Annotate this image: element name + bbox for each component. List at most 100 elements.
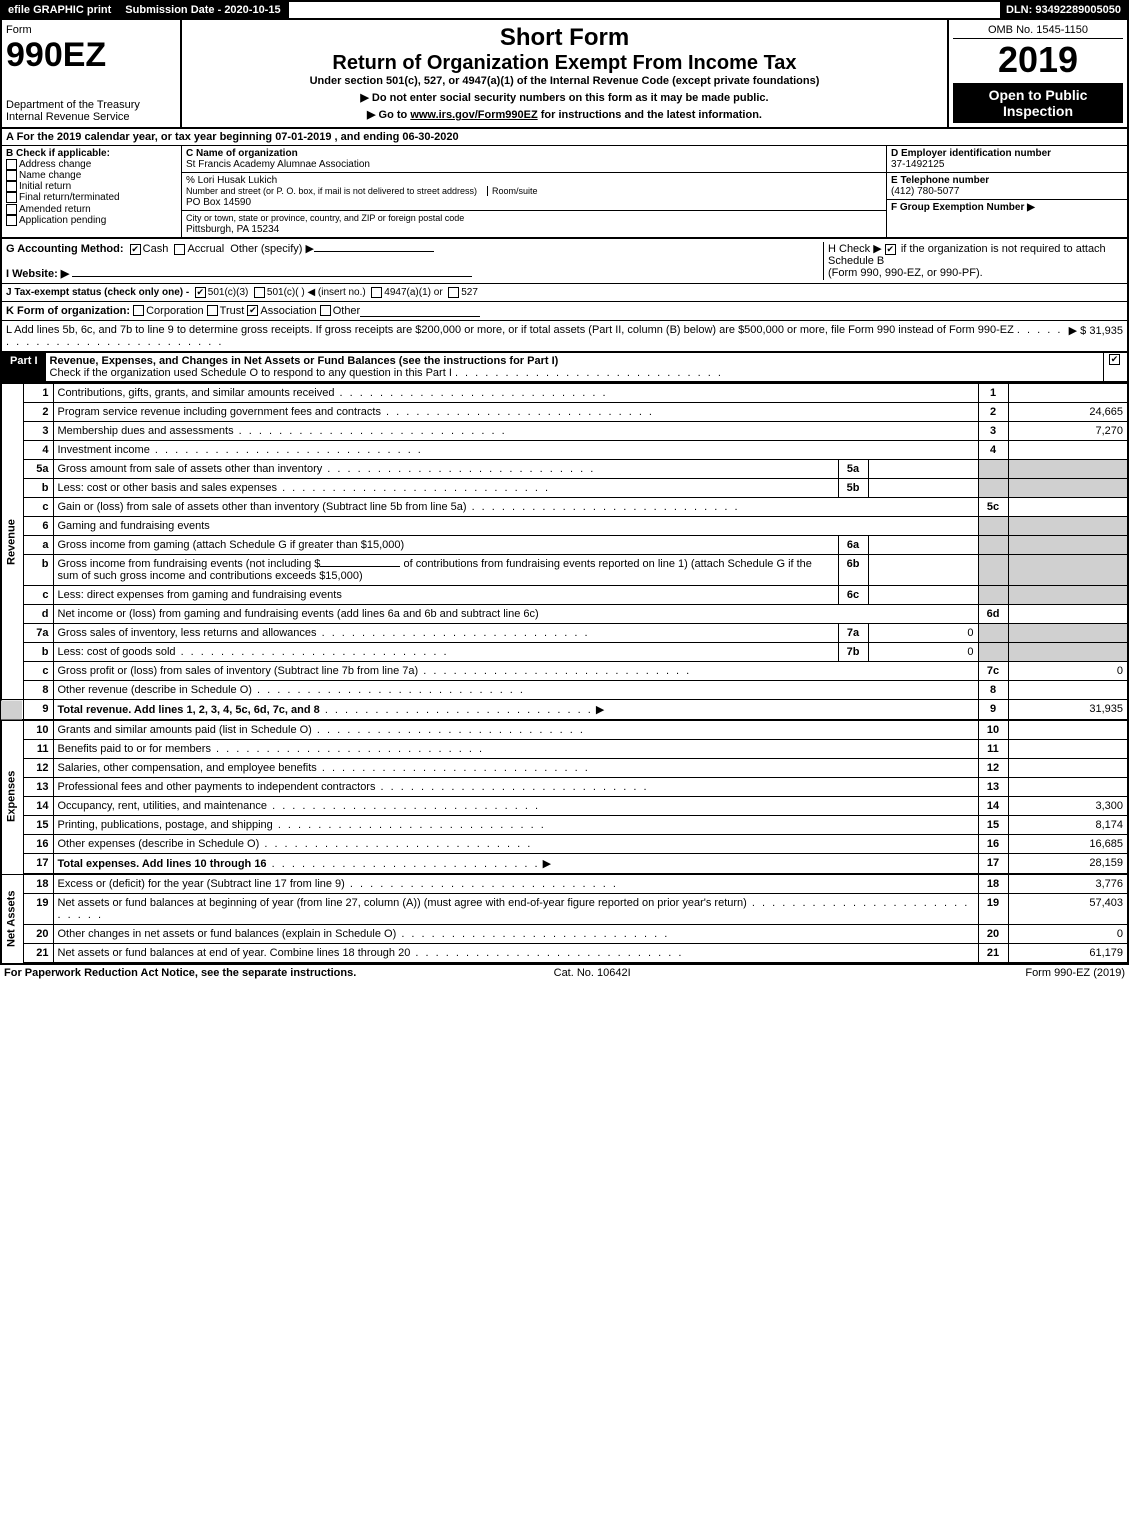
- form-word: Form: [6, 24, 176, 36]
- line-5b: Less: cost or other basis and sales expe…: [58, 482, 278, 494]
- dept-treasury: Department of the Treasury: [6, 99, 176, 111]
- line-2: Program service revenue including govern…: [58, 406, 381, 418]
- line-19: Net assets or fund balances at beginning…: [58, 897, 747, 909]
- line-7b: Less: cost of goods sold: [58, 646, 176, 658]
- j-501c3: 501(c)(3): [208, 287, 249, 298]
- line-16: Other expenses (describe in Schedule O): [58, 838, 260, 850]
- chk-sched-b[interactable]: [885, 244, 896, 255]
- k-corp: Corporation: [146, 305, 203, 317]
- line-a-tax-year: A For the 2019 calendar year, or tax yea…: [0, 129, 1129, 146]
- return-title: Return of Organization Exempt From Incom…: [186, 52, 943, 75]
- col-b-header: B Check if applicable:: [6, 148, 110, 159]
- goto-line: ▶ Go to www.irs.gov/Form990EZ for instru…: [186, 108, 943, 121]
- line-14: Occupancy, rent, utilities, and maintena…: [58, 800, 268, 812]
- line-12: Salaries, other compensation, and employ…: [58, 762, 317, 774]
- line-18: Excess or (deficit) for the year (Subtra…: [58, 878, 345, 890]
- chk-501c[interactable]: [254, 287, 265, 298]
- ein-value: 37-1492125: [891, 159, 944, 170]
- chk-name-change[interactable]: Name change: [6, 170, 177, 181]
- val-16: 16,685: [1008, 835, 1128, 854]
- room-label: Room/suite: [487, 186, 538, 196]
- cat-no: Cat. No. 10642I: [554, 967, 631, 979]
- val-9: 31,935: [1008, 700, 1128, 721]
- row-l: L Add lines 5b, 6c, and 7b to line 9 to …: [0, 321, 1129, 353]
- row-k: K Form of organization: Corporation Trus…: [0, 302, 1129, 321]
- line-3: Membership dues and assessments: [58, 425, 234, 437]
- row-h: H Check ▶ if the organization is not req…: [823, 242, 1123, 280]
- chk-corp[interactable]: [133, 305, 144, 316]
- chk-accrual[interactable]: [174, 244, 185, 255]
- j-label: J Tax-exempt status (check only one) -: [6, 287, 189, 298]
- city-label: City or town, state or province, country…: [186, 213, 464, 223]
- dln: DLN: 93492289005050: [1000, 2, 1127, 18]
- val-19: 57,403: [1008, 894, 1128, 925]
- val-21: 61,179: [1008, 944, 1128, 964]
- val-2: 24,665: [1008, 403, 1128, 422]
- val-3: 7,270: [1008, 422, 1128, 441]
- val-18: 3,776: [1008, 874, 1128, 894]
- website-label: I Website: ▶: [6, 268, 69, 280]
- k-assoc: Association: [260, 305, 316, 317]
- val-20: 0: [1008, 925, 1128, 944]
- info-grid: B Check if applicable: Address change Na…: [0, 146, 1129, 239]
- j-4947: 4947(a)(1) or: [384, 287, 442, 298]
- line-17: Total expenses. Add lines 10 through 16: [58, 858, 267, 870]
- line-4: Investment income: [58, 444, 150, 456]
- ssn-warning: ▶ Do not enter social security numbers o…: [186, 91, 943, 104]
- chk-501c3[interactable]: [195, 287, 206, 298]
- chk-application-pending[interactable]: Application pending: [6, 215, 177, 226]
- h-post2: (Form 990, 990-EZ, or 990-PF).: [828, 267, 983, 279]
- chk-cash[interactable]: [130, 244, 141, 255]
- line-20: Other changes in net assets or fund bala…: [58, 928, 397, 940]
- street-address: PO Box 14590: [186, 197, 251, 208]
- j-501c: 501(c)( ) ◀ (insert no.): [267, 287, 366, 298]
- line-8: Other revenue (describe in Schedule O): [58, 684, 252, 696]
- care-of: % Lori Husak Lukich: [186, 175, 277, 186]
- chk-initial-return[interactable]: Initial return: [6, 181, 177, 192]
- revenue-table: Revenue 1Contributions, gifts, grants, a…: [0, 383, 1129, 964]
- chk-final-return[interactable]: Final return/terminated: [6, 192, 177, 203]
- part-i-badge: Part I: [2, 353, 46, 381]
- l-amount: ▶ $ 31,935: [1069, 324, 1123, 348]
- other-label: Other (specify) ▶: [230, 243, 314, 255]
- col-c-org-info: C Name of organization St Francis Academ…: [182, 146, 887, 237]
- efile-print[interactable]: efile GRAPHIC print: [2, 2, 119, 18]
- row-j: J Tax-exempt status (check only one) - 5…: [0, 284, 1129, 302]
- val-7a: 0: [868, 624, 978, 643]
- chk-amended-return[interactable]: Amended return: [6, 204, 177, 215]
- val-7c: 0: [1008, 662, 1128, 681]
- line-21: Net assets or fund balances at end of ye…: [58, 947, 411, 959]
- chk-assoc[interactable]: [247, 305, 258, 316]
- side-expenses: Expenses: [1, 720, 23, 874]
- name-label: C Name of organization: [186, 148, 298, 159]
- line-10: Grants and similar amounts paid (list in…: [58, 724, 312, 736]
- val-14: 3,300: [1008, 797, 1128, 816]
- chk-address-change[interactable]: Address change: [6, 159, 177, 170]
- line-9: Total revenue. Add lines 1, 2, 3, 4, 5c,…: [58, 704, 320, 716]
- side-revenue: Revenue: [1, 384, 23, 700]
- chk-other-org[interactable]: [320, 305, 331, 316]
- row-g-h: G Accounting Method: Cash Accrual Other …: [0, 239, 1129, 284]
- short-form-title: Short Form: [186, 24, 943, 52]
- part-i-check-text: Check if the organization used Schedule …: [50, 367, 452, 379]
- chk-trust[interactable]: [207, 305, 218, 316]
- line-7a: Gross sales of inventory, less returns a…: [58, 627, 317, 639]
- tel-value: (412) 780-5077: [891, 186, 959, 197]
- part-i-title: Revenue, Expenses, and Changes in Net As…: [50, 355, 559, 367]
- line-5c: Gain or (loss) from sale of assets other…: [58, 501, 467, 513]
- chk-527[interactable]: [448, 287, 459, 298]
- line-11: Benefits paid to or for members: [58, 743, 211, 755]
- line-5a: Gross amount from sale of assets other t…: [58, 463, 323, 475]
- irs-link[interactable]: www.irs.gov/Form990EZ: [410, 109, 537, 121]
- h-pre: H Check ▶: [828, 243, 882, 255]
- line-6: Gaming and fundraising events: [53, 517, 978, 536]
- group-exemption-label: F Group Exemption Number ▶: [891, 202, 1035, 213]
- chk-4947[interactable]: [371, 287, 382, 298]
- part-i-check[interactable]: [1103, 353, 1127, 381]
- line-6d: Net income or (loss) from gaming and fun…: [58, 608, 539, 620]
- cash-label: Cash: [143, 243, 169, 255]
- val-17: 28,159: [1008, 854, 1128, 875]
- form-header: Form 990EZ Department of the Treasury In…: [0, 20, 1129, 129]
- val-15: 8,174: [1008, 816, 1128, 835]
- submission-date: Submission Date - 2020-10-15: [119, 2, 288, 18]
